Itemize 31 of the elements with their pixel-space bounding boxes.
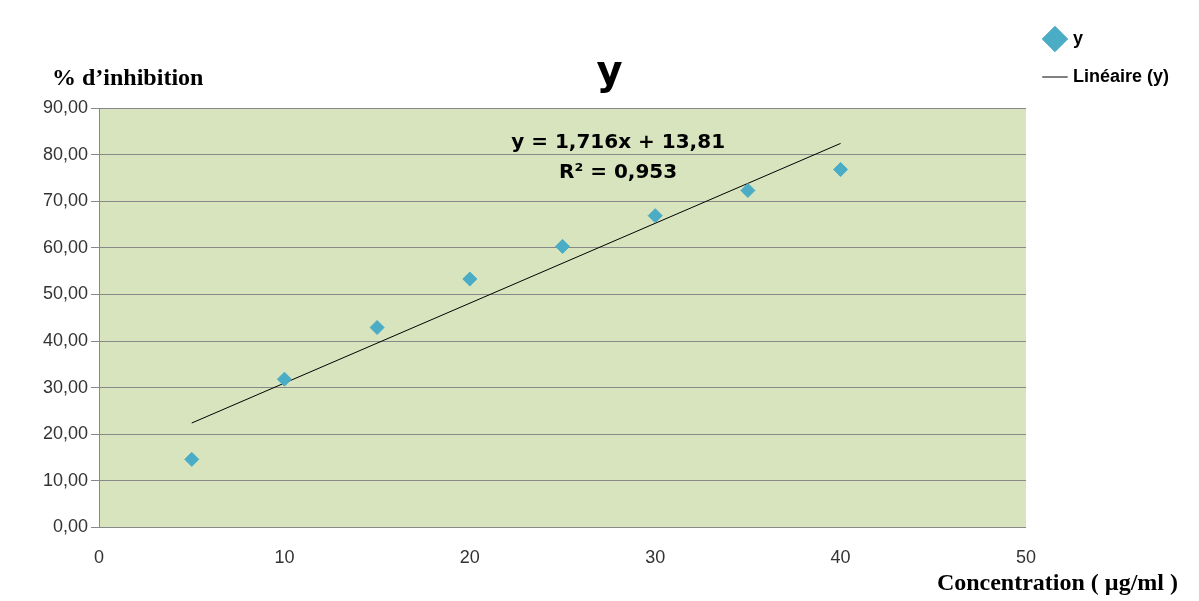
y-tick-label: 20,00 — [43, 423, 89, 444]
point — [462, 271, 478, 287]
y-tick-label: 40,00 — [43, 329, 89, 350]
annotation: y = 1,716x + 13,81 — [511, 129, 726, 153]
y-tick-label: 0,00 — [53, 516, 89, 537]
legend-label: y — [1072, 27, 1083, 48]
y-tick-label: 90,00 — [43, 96, 89, 117]
y-tick-label: 70,00 — [43, 190, 89, 211]
point — [276, 371, 292, 387]
point — [740, 182, 756, 198]
point — [369, 319, 385, 335]
x-tick-label: 30 — [645, 547, 666, 568]
y-axis-title: % d’inhibition — [52, 64, 204, 90]
y-tick-label: 50,00 — [43, 283, 89, 304]
y-tick-label: 30,00 — [43, 376, 89, 397]
y-tick-label: 80,00 — [43, 143, 89, 164]
x-tick-label: 10 — [274, 547, 295, 568]
x-tick-label: 40 — [830, 547, 851, 568]
point — [184, 451, 200, 467]
x-tick-label: 0 — [94, 547, 105, 568]
y-tick-label: 10,00 — [43, 469, 89, 490]
x-tick-label: 20 — [459, 547, 480, 568]
x-tick-label: 50 — [1015, 547, 1036, 568]
x-axis-title: Concentration ( µg/ml ) — [936, 569, 1178, 595]
y-tick-label: 60,00 — [43, 236, 89, 257]
point — [555, 238, 571, 254]
point — [833, 162, 849, 178]
point — [647, 208, 663, 224]
chart-title: y — [596, 47, 623, 94]
legend-label: Linéaire (y) — [1072, 65, 1170, 86]
annotation: R² = 0,953 — [559, 159, 678, 183]
